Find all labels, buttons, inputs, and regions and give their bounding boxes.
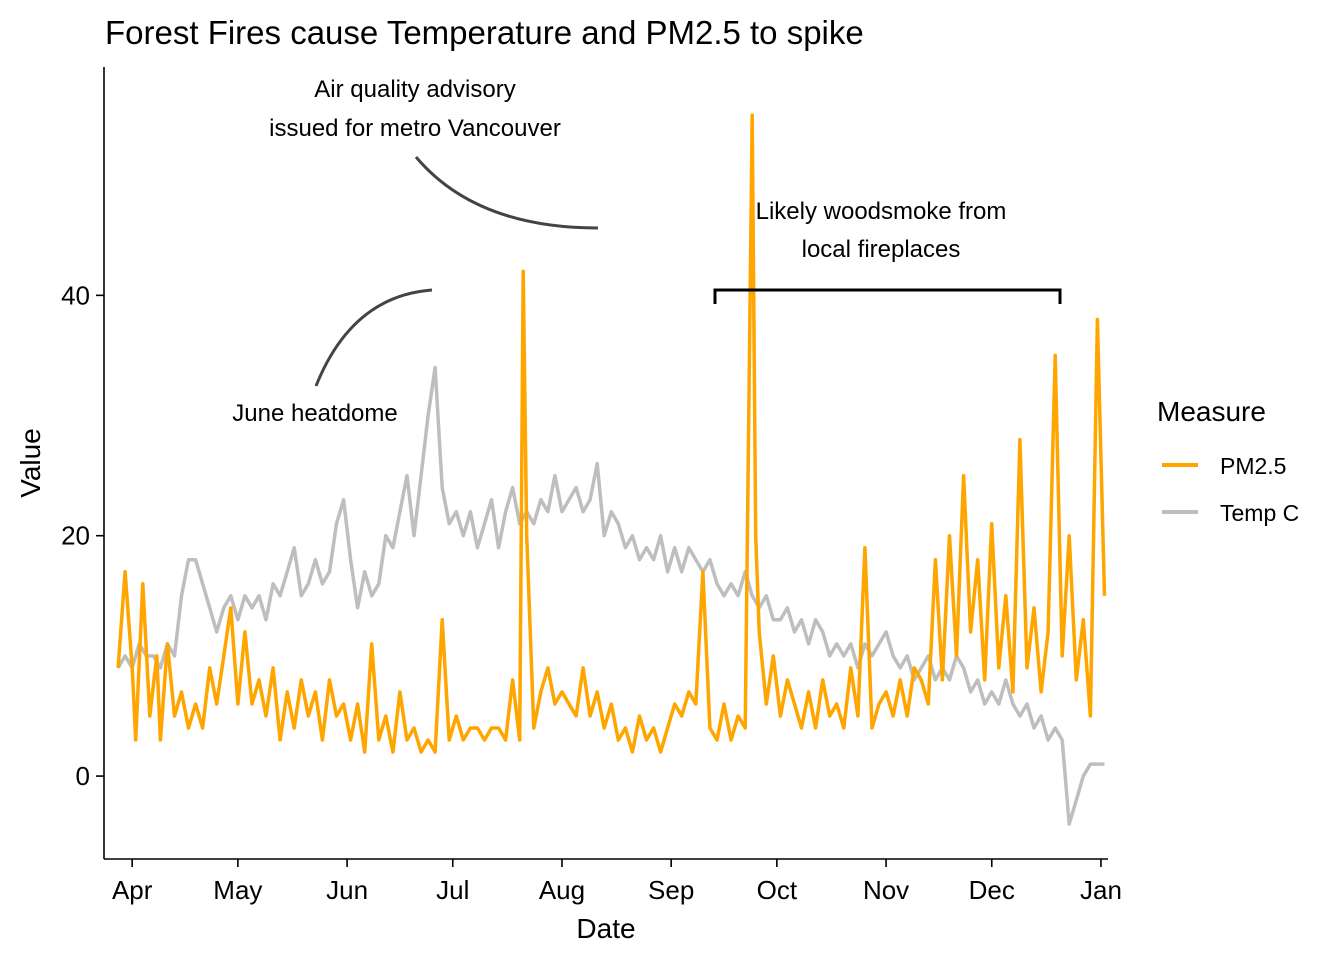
annotation-woodsmoke-line-1: Likely woodsmoke from [756,198,1007,225]
x-tick-label: Jul [436,875,469,905]
legend: Measure PM2.5 Temp C [1157,396,1299,526]
x-tick-label: Nov [863,875,909,905]
y-axis-title: Value [15,428,46,498]
y-tick-label: 20 [61,521,90,551]
x-tick-label: Sep [648,875,694,905]
x-tick-label: Aug [539,875,585,905]
annotation-heatdome: June heatdome [232,400,397,427]
y-tick-label: 0 [76,761,90,791]
annotation-advisory-line-2: issued for metro Vancouver [269,115,561,142]
x-axis-title: Date [576,913,635,944]
x-tick-label: Jun [326,875,368,905]
x-tick-label: May [213,875,262,905]
x-tick-label: Apr [112,875,153,905]
annotation-advisory-line-1: Air quality advisory [314,76,515,103]
x-tick-label: Oct [757,875,798,905]
legend-label-temp: Temp C [1220,500,1299,526]
series-line-pm25 [116,113,1107,754]
annotation-woodsmoke-line-2: local fireplaces [802,236,961,263]
advisory-connector [414,156,599,230]
y-tick-label: 40 [61,280,90,310]
x-tick-label: Dec [969,875,1015,905]
x-tick-label: Jan [1080,875,1122,905]
series-line-temp [116,365,1105,826]
y-ticks: 0 20 40 [61,280,104,791]
legend-title: Measure [1157,396,1266,427]
series-layer [116,113,1107,826]
x-ticks: Apr May Jun Jul Aug Sep Oct Nov Dec Jan [112,859,1122,905]
heatdome-connector [314,288,433,387]
legend-label-pm25: PM2.5 [1220,453,1286,479]
chart-title: Forest Fires cause Temperature and PM2.5… [105,14,864,51]
woodsmoke-bracket [713,288,1062,304]
